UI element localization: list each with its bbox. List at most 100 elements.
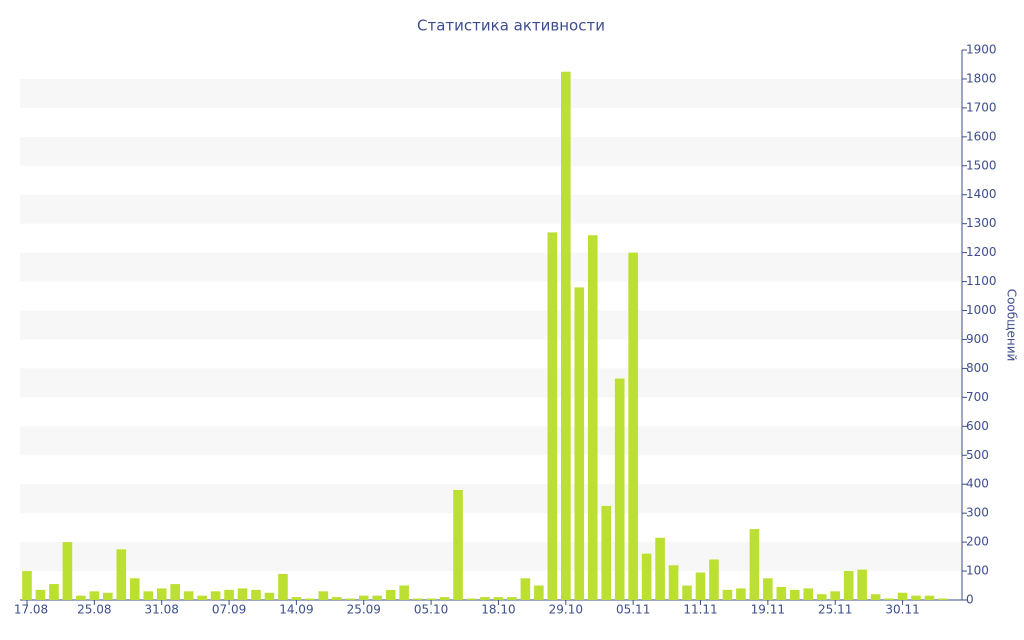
y-tick-label: 1300 — [966, 216, 997, 230]
grid-band — [20, 368, 962, 398]
bar — [749, 529, 760, 600]
bar — [156, 588, 167, 600]
x-tick-label: 05.10 — [414, 603, 448, 617]
bar — [210, 591, 221, 600]
bar — [709, 559, 719, 600]
bar — [614, 378, 625, 600]
bar — [345, 598, 356, 600]
y-tick-label: 100 — [966, 564, 989, 578]
x-tick-label: 25.11 — [818, 603, 852, 617]
y-tick-label: 1400 — [966, 187, 997, 201]
bar — [587, 235, 598, 600]
y-tick-label: 500 — [966, 448, 989, 462]
bar — [426, 598, 436, 600]
x-tick-label: 11.11 — [683, 603, 717, 617]
x-tick-label: 14.09 — [279, 603, 313, 617]
bar — [561, 71, 571, 601]
bar — [736, 588, 746, 600]
bar — [803, 588, 814, 600]
x-tick-label: 05.11 — [616, 603, 650, 617]
bar — [695, 572, 706, 600]
y-tick-label: 1200 — [966, 245, 997, 259]
bar — [870, 594, 881, 600]
bar — [547, 232, 558, 601]
y-tick-label: 1700 — [966, 100, 997, 114]
grid-band — [20, 484, 962, 514]
bar — [682, 585, 692, 600]
bar — [385, 589, 396, 600]
chart-title: Статистика активности — [417, 17, 605, 35]
bar — [520, 578, 531, 600]
bar — [897, 592, 908, 600]
bar — [655, 537, 665, 600]
bar — [480, 597, 490, 600]
bar — [318, 591, 329, 600]
bar — [453, 490, 463, 600]
grid-band — [20, 426, 962, 456]
bar — [507, 597, 517, 600]
grid-band — [20, 194, 962, 224]
bar — [843, 571, 854, 600]
bar — [251, 589, 261, 600]
y-tick-label: 200 — [966, 535, 989, 549]
bar — [924, 595, 935, 600]
bar — [116, 549, 127, 600]
bar — [857, 569, 867, 600]
y-tick-label: 300 — [966, 506, 989, 520]
bar — [722, 589, 733, 600]
x-tick-label: 30.11 — [885, 603, 919, 617]
bar — [170, 584, 180, 600]
x-tick-label: 19.11 — [751, 603, 785, 617]
bar — [35, 589, 46, 600]
bar — [399, 585, 409, 600]
bar — [278, 573, 288, 600]
bar — [22, 571, 32, 600]
bar — [938, 598, 948, 600]
bar — [830, 591, 840, 600]
bar — [224, 589, 234, 600]
bar — [534, 585, 544, 600]
x-tick-label: 07.09 — [212, 603, 246, 617]
bar — [358, 595, 369, 600]
bar — [911, 595, 921, 600]
bar — [601, 505, 612, 600]
bar — [332, 597, 342, 600]
bar — [237, 588, 248, 600]
bar — [89, 591, 100, 600]
y-tick-label: 600 — [966, 419, 989, 433]
x-tick-label: 25.08 — [77, 603, 111, 617]
y-tick-label: 1100 — [966, 274, 997, 288]
x-tick-label: 25.09 — [347, 603, 381, 617]
y-tick-label: 700 — [966, 390, 989, 404]
y-tick-label: 400 — [966, 477, 989, 491]
grid-band — [20, 252, 962, 282]
x-tick-label: 29.10 — [549, 603, 583, 617]
bar — [197, 595, 207, 600]
grid-band — [20, 136, 962, 166]
bar — [76, 595, 86, 600]
x-tick-label: 31.08 — [145, 603, 179, 617]
bar — [574, 287, 585, 600]
bar — [439, 597, 450, 600]
grid-band — [20, 310, 962, 340]
y-tick-label: 1000 — [966, 303, 997, 317]
bar — [466, 598, 477, 600]
bar — [412, 598, 423, 600]
y-tick-label: 1600 — [966, 129, 997, 143]
bar — [49, 584, 59, 600]
bar — [493, 597, 504, 600]
bar — [641, 553, 652, 600]
bar — [103, 592, 113, 600]
bar — [62, 542, 73, 600]
bar — [291, 597, 302, 600]
bar — [668, 565, 679, 600]
bar — [816, 594, 827, 600]
y-tick-label: 0 — [966, 593, 974, 607]
x-tick-label: 17.08 — [14, 603, 48, 617]
bar — [884, 598, 894, 600]
bar — [789, 589, 800, 600]
bar — [183, 591, 194, 600]
grid-band — [20, 78, 962, 108]
bar — [776, 586, 787, 600]
